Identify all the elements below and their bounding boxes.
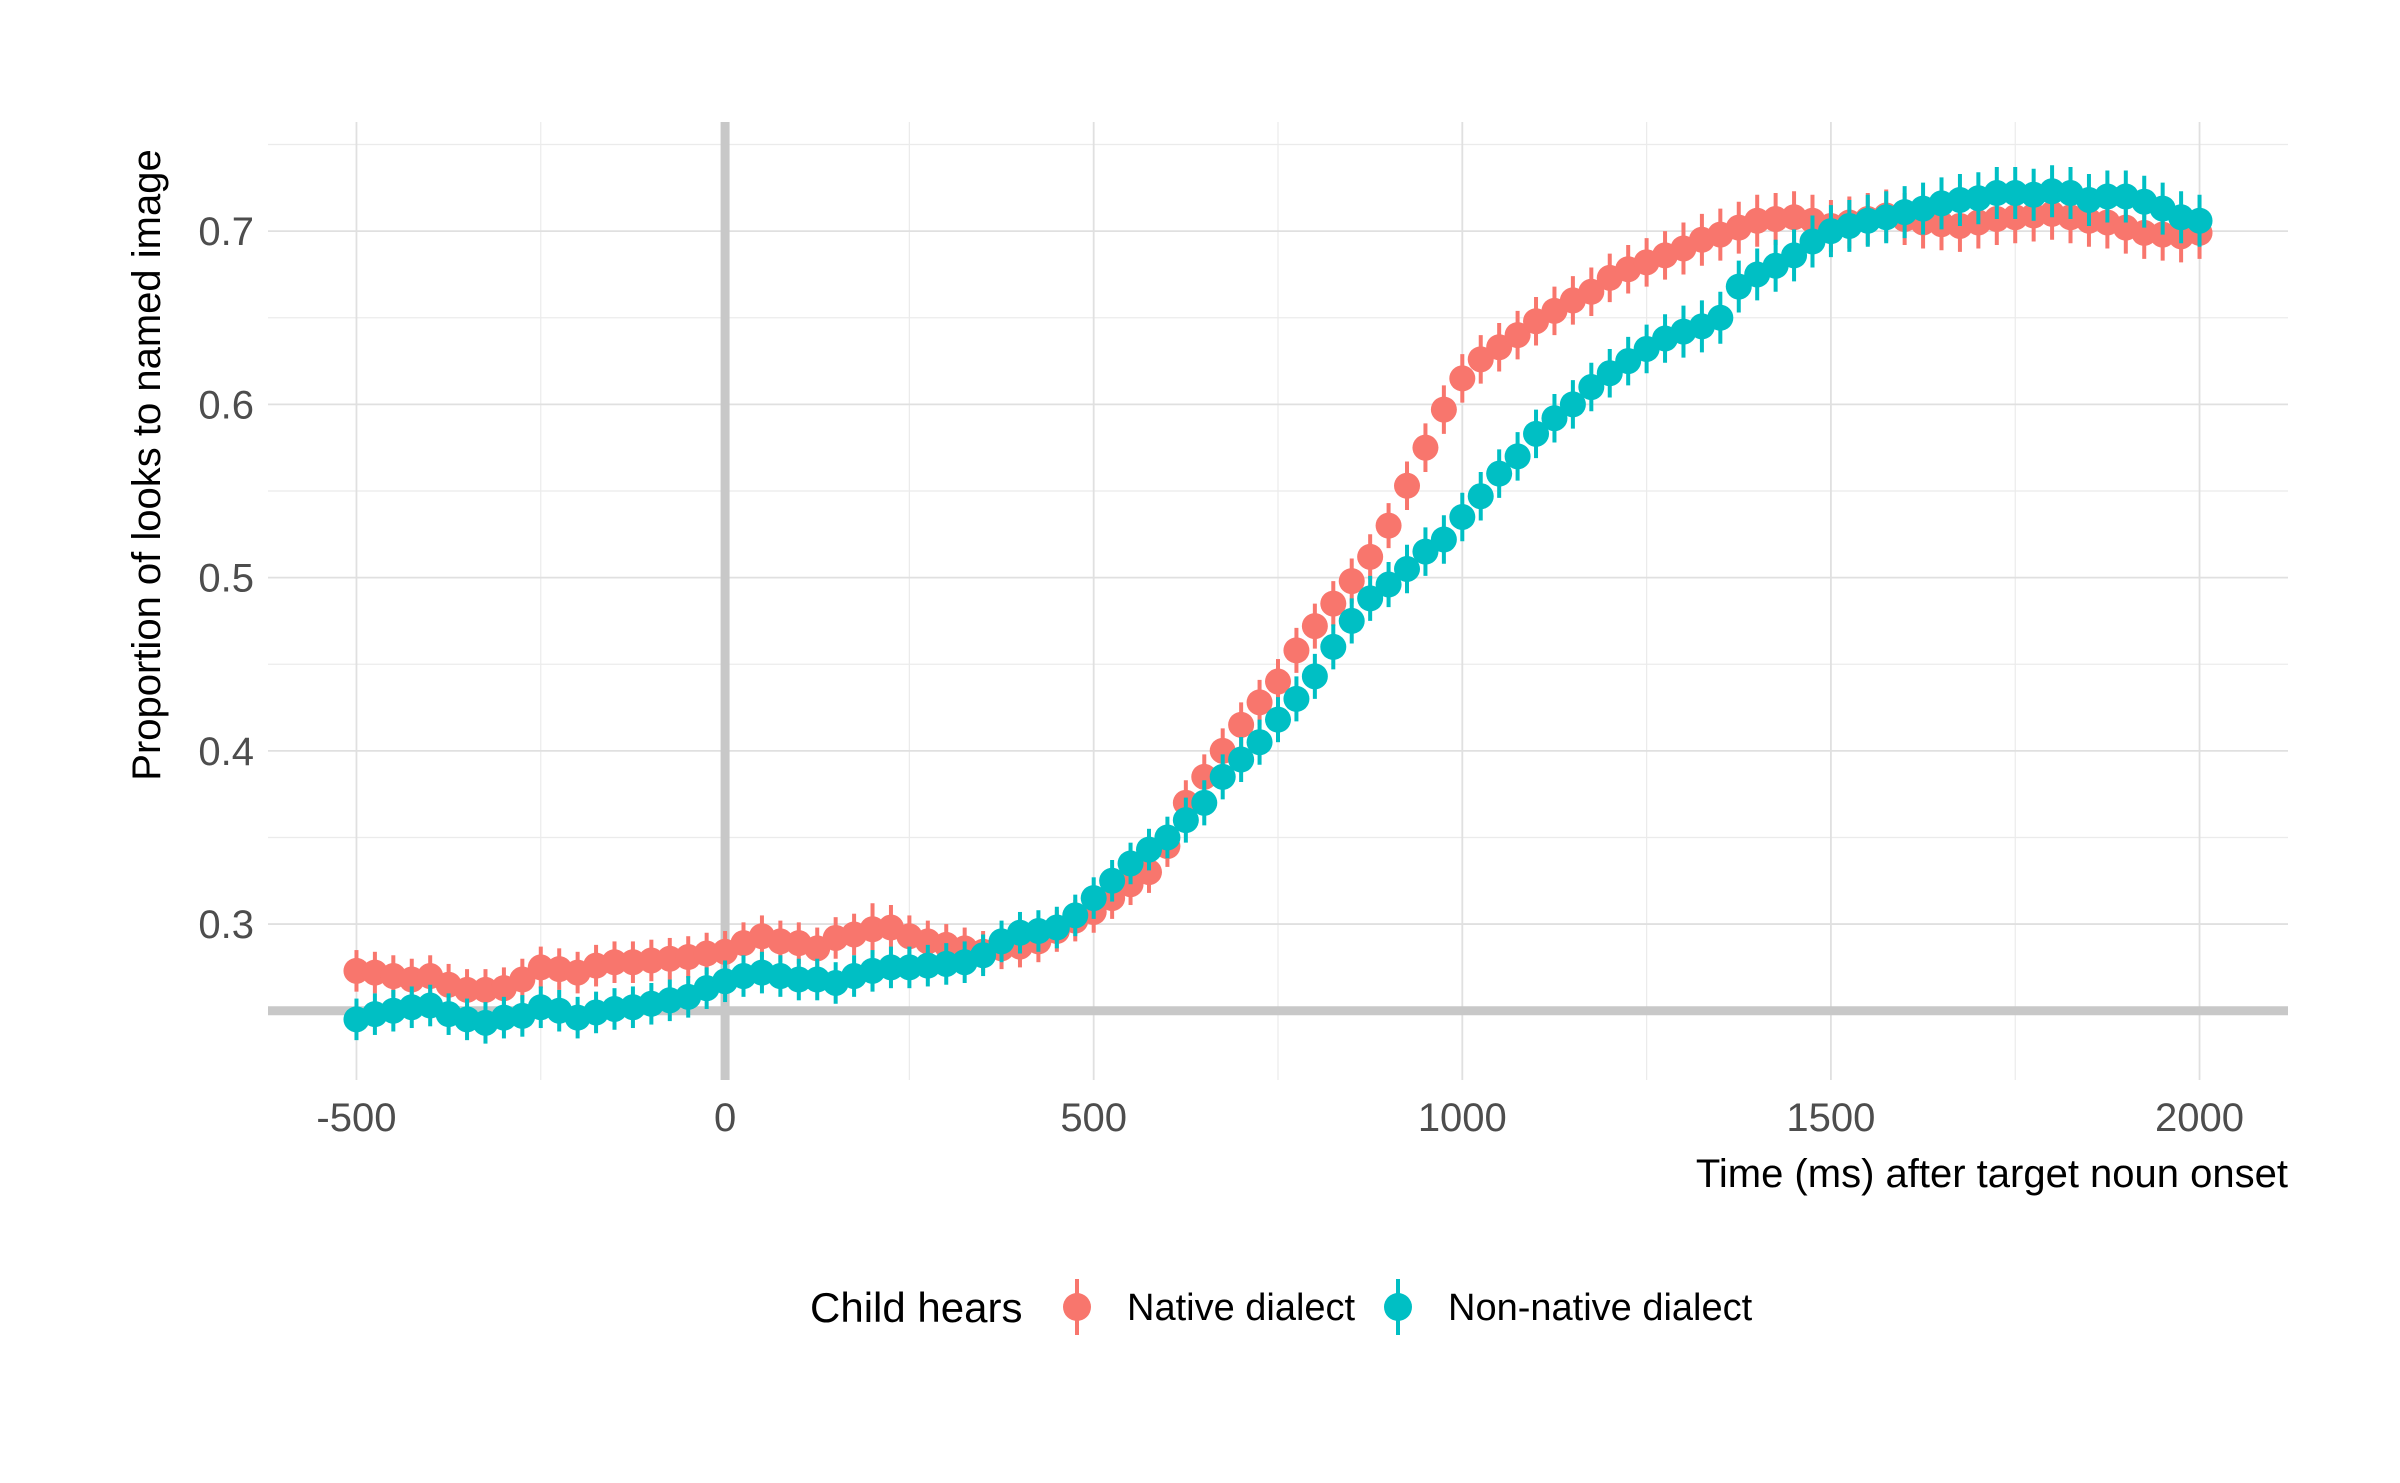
x-tick-label: -500 (316, 1096, 396, 1140)
data-point (877, 954, 904, 981)
data-point (1301, 663, 1328, 690)
legend-point-glyph (1384, 1293, 1412, 1321)
data-point (1228, 746, 1255, 773)
data-point (1449, 365, 1476, 392)
data-point (1725, 273, 1752, 300)
data-point (1246, 729, 1273, 756)
legend-title: Child hears (810, 1284, 1022, 1331)
data-point (1412, 538, 1439, 565)
data-point (1394, 472, 1421, 499)
y-tick-labels: 0.3 0.4 0.5 0.6 0.7 (198, 210, 254, 947)
data-point (1707, 304, 1734, 331)
data-point (1578, 374, 1605, 401)
data-point (1209, 763, 1236, 790)
data-point (1062, 902, 1089, 929)
data-point (1523, 420, 1550, 447)
data-point (1338, 607, 1365, 634)
data-point (1375, 512, 1402, 539)
data-point (1467, 346, 1494, 373)
data-point (454, 976, 481, 1003)
data-point (1191, 763, 1218, 790)
x-tick-label: 0 (714, 1096, 736, 1140)
data-point (1357, 585, 1384, 612)
x-tick-label: 500 (1060, 1096, 1127, 1140)
data-point (1615, 348, 1642, 375)
data-point (1375, 571, 1402, 598)
legend-items: Native dialect Non-native dialect (1063, 1279, 1753, 1335)
data-point (1283, 685, 1310, 712)
x-tick-labels: -500 0 500 1000 1500 2000 (316, 1096, 2244, 1140)
data-point (2094, 183, 2121, 210)
data-point (1412, 434, 1439, 461)
data-point (1080, 885, 1107, 912)
data-point (1430, 396, 1457, 423)
data-point (1559, 391, 1586, 418)
data-point (1265, 706, 1291, 733)
y-tick-label: 0.7 (198, 210, 254, 254)
legend-item-non-native-dialect: Non-native dialect (1384, 1279, 1753, 1335)
x-tick-label: 2000 (2155, 1096, 2244, 1140)
legend-point-glyph (1063, 1293, 1091, 1321)
data-point (1301, 613, 1328, 640)
data-point (1265, 668, 1291, 695)
data-point (1357, 543, 1384, 570)
data-point (1504, 443, 1531, 470)
data-point (1154, 824, 1181, 851)
series-non-native-dialect (343, 165, 2213, 1044)
legend-label: Non-native dialect (1448, 1287, 1753, 1329)
data-point (1504, 322, 1531, 349)
data-point (1191, 789, 1218, 816)
data-point (509, 966, 536, 993)
data-point (1781, 242, 1808, 269)
y-axis-title: Proportion of looks to named image (125, 149, 169, 780)
y-tick-label: 0.3 (198, 903, 254, 947)
data-point (1467, 483, 1494, 510)
data-point (1228, 711, 1255, 738)
y-tick-label: 0.4 (198, 730, 254, 774)
data-point (1449, 503, 1476, 530)
data-point (785, 966, 812, 993)
data-point (1117, 850, 1144, 877)
data-point (2186, 207, 2213, 234)
legend-item-native-dialect: Native dialect (1063, 1279, 1356, 1335)
y-tick-label: 0.5 (198, 557, 254, 601)
legend-label: Native dialect (1127, 1287, 1356, 1329)
data-point (1246, 689, 1273, 716)
data-point (1172, 807, 1199, 834)
legend: Child hears Native dialect Non-native dia… (810, 1279, 1753, 1335)
data-point (1320, 590, 1347, 617)
data-point (1578, 278, 1605, 305)
y-tick-label: 0.6 (198, 383, 254, 427)
data-point (1394, 555, 1421, 582)
data-point (1320, 633, 1347, 660)
data-point (1135, 836, 1162, 863)
data-point (601, 949, 628, 976)
data-point (1596, 360, 1623, 387)
data-point (1099, 867, 1126, 894)
data-point (1430, 526, 1457, 553)
data-point (1283, 637, 1310, 664)
x-tick-label: 1000 (1418, 1096, 1507, 1140)
data-point (1338, 568, 1365, 595)
series-layer (343, 165, 2213, 1044)
data-point (1043, 914, 1070, 941)
data-point (1983, 180, 2010, 207)
x-tick-label: 1500 (1786, 1096, 1875, 1140)
x-axis-title: Time (ms) after target noun onset (1696, 1152, 2288, 1196)
data-point (1486, 334, 1513, 361)
data-point (1486, 460, 1513, 487)
data-point (1541, 405, 1568, 432)
data-point (970, 942, 997, 969)
